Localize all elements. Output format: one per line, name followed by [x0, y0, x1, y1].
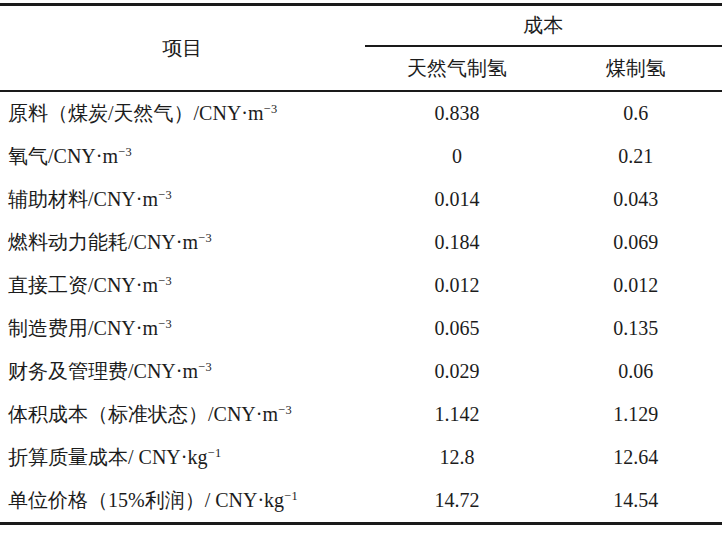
- header-col-natural-gas: 天然气制氢: [365, 46, 550, 91]
- value-natural-gas: 0.012: [365, 264, 550, 307]
- table-row: 制造费用/CNY·m−3 0.065 0.135: [0, 307, 722, 350]
- value-coal: 1.129: [549, 393, 722, 436]
- unit-superscript: −3: [118, 145, 132, 159]
- row-label-text: 原料（煤炭/天然气）/CNY·m: [8, 102, 264, 124]
- row-label-text: 辅助材料/CNY·m: [8, 188, 158, 210]
- table-row: 辅助材料/CNY·m−3 0.014 0.043: [0, 178, 722, 221]
- unit-superscript: −3: [198, 360, 212, 374]
- value-natural-gas: 0.838: [365, 91, 550, 135]
- value-coal: 0.135: [549, 307, 722, 350]
- table-row: 燃料动力能耗/CNY·m−3 0.184 0.069: [0, 221, 722, 264]
- value-coal: 0.21: [549, 135, 722, 178]
- value-natural-gas: 0.014: [365, 178, 550, 221]
- hydrogen-cost-table: 项目 成本 天然气制氢 煤制氢 原料（煤炭/天然气）/CNY·m−3 0.838…: [0, 3, 722, 525]
- value-natural-gas: 0.065: [365, 307, 550, 350]
- row-label-text: 单位价格（15%利润）/ CNY·kg: [8, 489, 284, 511]
- value-natural-gas: 14.72: [365, 479, 550, 524]
- value-coal: 0.012: [549, 264, 722, 307]
- table-row: 原料（煤炭/天然气）/CNY·m−3 0.838 0.6: [0, 91, 722, 135]
- unit-superscript: −3: [198, 231, 212, 245]
- cost-table-wrapper: 项目 成本 天然气制氢 煤制氢 原料（煤炭/天然气）/CNY·m−3 0.838…: [0, 3, 722, 525]
- table-row: 财务及管理费/CNY·m−3 0.029 0.06: [0, 350, 722, 393]
- unit-superscript: −3: [158, 317, 172, 331]
- value-coal: 0.069: [549, 221, 722, 264]
- table-row: 单位价格（15%利润）/ CNY·kg−1 14.72 14.54: [0, 479, 722, 524]
- row-label: 氧气/CNY·m−3: [0, 135, 365, 178]
- value-natural-gas: 12.8: [365, 436, 550, 479]
- row-label: 折算质量成本/ CNY·kg−1: [0, 436, 365, 479]
- value-coal: 0.06: [549, 350, 722, 393]
- unit-superscript: −3: [158, 274, 172, 288]
- table-row: 直接工资/CNY·m−3 0.012 0.012: [0, 264, 722, 307]
- row-label-text: 氧气/CNY·m: [8, 145, 118, 167]
- unit-superscript: −1: [207, 446, 221, 460]
- value-natural-gas: 0: [365, 135, 550, 178]
- unit-superscript: −3: [264, 102, 278, 116]
- row-label-text: 燃料动力能耗/CNY·m: [8, 231, 198, 253]
- value-coal: 0.6: [549, 91, 722, 135]
- value-coal: 0.043: [549, 178, 722, 221]
- header-item: 项目: [0, 5, 365, 92]
- row-label: 燃料动力能耗/CNY·m−3: [0, 221, 365, 264]
- table-row: 体积成本（标准状态）/CNY·m−3 1.142 1.129: [0, 393, 722, 436]
- value-natural-gas: 0.184: [365, 221, 550, 264]
- row-label-text: 体积成本（标准状态）/CNY·m: [8, 403, 278, 425]
- row-label-text: 折算质量成本/ CNY·kg: [8, 446, 207, 468]
- unit-superscript: −3: [158, 188, 172, 202]
- row-label: 体积成本（标准状态）/CNY·m−3: [0, 393, 365, 436]
- table-row: 氧气/CNY·m−3 0 0.21: [0, 135, 722, 178]
- table-row: 折算质量成本/ CNY·kg−1 12.8 12.64: [0, 436, 722, 479]
- value-coal: 14.54: [549, 479, 722, 524]
- unit-superscript: −3: [278, 403, 292, 417]
- row-label: 直接工资/CNY·m−3: [0, 264, 365, 307]
- value-natural-gas: 0.029: [365, 350, 550, 393]
- row-label-text: 直接工资/CNY·m: [8, 274, 158, 296]
- row-label: 财务及管理费/CNY·m−3: [0, 350, 365, 393]
- header-col-coal: 煤制氢: [549, 46, 722, 91]
- row-label: 原料（煤炭/天然气）/CNY·m−3: [0, 91, 365, 135]
- row-label-text: 制造费用/CNY·m: [8, 317, 158, 339]
- unit-superscript: −1: [284, 489, 298, 503]
- table-header: 项目 成本 天然气制氢 煤制氢: [0, 5, 722, 92]
- header-row-group: 项目 成本: [0, 5, 722, 47]
- header-cost-group: 成本: [365, 5, 722, 47]
- value-natural-gas: 1.142: [365, 393, 550, 436]
- row-label: 单位价格（15%利润）/ CNY·kg−1: [0, 479, 365, 524]
- row-label: 辅助材料/CNY·m−3: [0, 178, 365, 221]
- value-coal: 12.64: [549, 436, 722, 479]
- row-label: 制造费用/CNY·m−3: [0, 307, 365, 350]
- table-body: 原料（煤炭/天然气）/CNY·m−3 0.838 0.6 氧气/CNY·m−3 …: [0, 91, 722, 524]
- row-label-text: 财务及管理费/CNY·m: [8, 360, 198, 382]
